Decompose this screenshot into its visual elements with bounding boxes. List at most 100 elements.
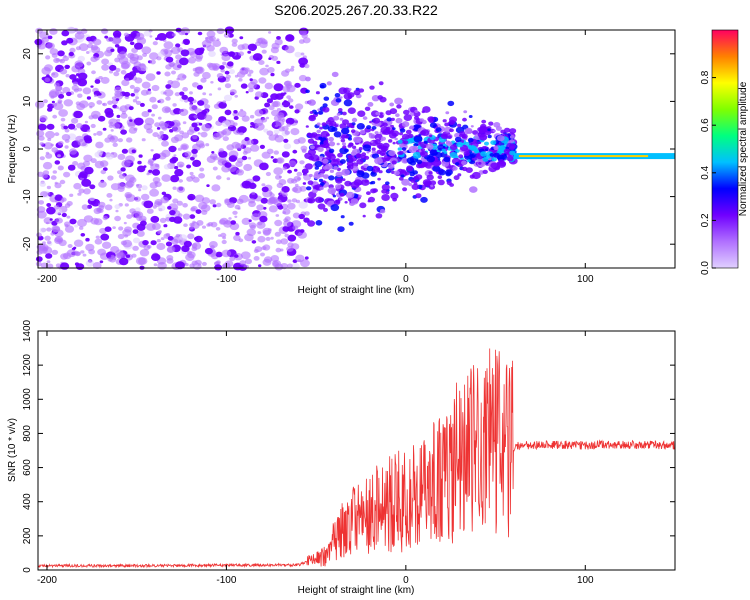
spectrogram-cell bbox=[462, 166, 468, 172]
spectrogram-cell bbox=[210, 221, 218, 228]
spectrogram-cell bbox=[257, 221, 263, 226]
spectrogram-cell bbox=[248, 69, 254, 74]
spectrogram-cell bbox=[493, 152, 500, 158]
spectrogram-cell bbox=[185, 32, 188, 36]
spectrogram-cell bbox=[52, 226, 61, 233]
spectrogram-cell bbox=[503, 148, 511, 154]
spectrogram-cell bbox=[123, 32, 129, 37]
spectrogram-cell bbox=[46, 192, 51, 196]
spectrogram-cell bbox=[45, 130, 55, 139]
spectrogram-cell bbox=[342, 178, 346, 182]
spectrogram-cell bbox=[292, 212, 301, 219]
spectrogram-cell bbox=[340, 135, 346, 139]
spectrogram-cell bbox=[437, 175, 443, 180]
spectrogram-cell bbox=[136, 230, 145, 237]
spectrogram-cell bbox=[132, 245, 139, 251]
spectrogram-cell bbox=[204, 114, 213, 122]
spectrogram-cell bbox=[39, 115, 48, 122]
spectrogram-cell bbox=[117, 252, 124, 258]
spectrogram-cell bbox=[201, 109, 208, 115]
spectrogram-cell bbox=[226, 177, 231, 181]
spectrogram-cell bbox=[112, 37, 122, 44]
spectrogram-cell bbox=[47, 35, 53, 40]
spectrogram-cell bbox=[129, 84, 135, 89]
spectrogram-cell bbox=[329, 169, 334, 173]
spectrogram-cell bbox=[382, 142, 390, 149]
spectrogram-cell bbox=[271, 109, 279, 117]
y-tick-label: 1200 bbox=[22, 354, 33, 377]
spectrogram-cell bbox=[191, 122, 198, 128]
spectrogram-cell bbox=[35, 256, 43, 262]
spectrogram-cell bbox=[370, 180, 376, 185]
spectrogram-cell bbox=[117, 138, 123, 143]
spectrogram-cell bbox=[295, 103, 304, 110]
spectrogram-cell bbox=[234, 215, 238, 218]
spectrogram-cell bbox=[77, 55, 86, 62]
spectrogram-cell bbox=[361, 152, 367, 157]
spectrogram-cell bbox=[133, 127, 138, 131]
spectrogram-cell bbox=[198, 143, 206, 149]
spectrogram-cell bbox=[174, 165, 179, 170]
spectrogram-cell bbox=[379, 114, 384, 119]
spectrogram-cell bbox=[318, 173, 325, 178]
spectrogram-cell bbox=[402, 187, 408, 192]
spectrogram-cell bbox=[97, 115, 106, 122]
spectrogram-cell bbox=[189, 222, 195, 227]
spectrogram-cell bbox=[366, 165, 374, 172]
spectrogram-cell bbox=[45, 253, 53, 259]
spectrogram-cell bbox=[51, 194, 56, 198]
spectrogram-cell bbox=[194, 66, 205, 75]
spectrogram-cell bbox=[161, 140, 169, 147]
spectrogram-cell bbox=[114, 86, 122, 93]
spectrogram-cell bbox=[465, 167, 473, 174]
spectrogram-cell bbox=[81, 204, 89, 210]
spectrogram-cell bbox=[134, 211, 144, 219]
spectrogram-cell bbox=[206, 30, 216, 38]
spectrogram-cells bbox=[34, 26, 675, 271]
spectrogram-cell bbox=[394, 97, 403, 105]
spectrogram-cell bbox=[402, 149, 407, 154]
spectrogram-cell bbox=[396, 104, 402, 109]
spectrogram-cell bbox=[369, 85, 375, 90]
spectrogram-cell bbox=[458, 154, 464, 159]
colorbar-label: Normalized spectral amplitude bbox=[738, 81, 749, 216]
spectrogram-cell bbox=[374, 131, 379, 135]
spectrogram-cell bbox=[99, 260, 104, 264]
spectrogram-cell bbox=[73, 182, 82, 190]
spectrogram-cell bbox=[120, 167, 126, 172]
spectrogram-cell bbox=[175, 233, 181, 238]
spectrogram-cell bbox=[359, 202, 367, 209]
spectrogram-cell bbox=[342, 145, 347, 149]
spectrogram-cell bbox=[119, 257, 129, 266]
spectrogram-cell bbox=[344, 148, 349, 153]
spectrogram-cell bbox=[338, 87, 348, 95]
spectrogram-x-ticks: -200 -100 0 100 bbox=[37, 30, 594, 285]
spectrogram-cell bbox=[94, 160, 105, 169]
spectrogram-cell bbox=[134, 77, 143, 84]
spectrogram-cell bbox=[81, 178, 92, 187]
spectrogram-cell bbox=[397, 147, 402, 151]
spectrogram-cell bbox=[390, 117, 395, 121]
spectrogram-cell bbox=[158, 51, 166, 57]
spectrogram-cell bbox=[36, 106, 41, 110]
spectrogram-cell bbox=[201, 210, 208, 215]
spectrogram-cell bbox=[291, 187, 298, 193]
spectrogram-cell bbox=[289, 105, 294, 109]
spectrogram-cell bbox=[38, 123, 47, 131]
colorbar-ticks: 0.0 0.2 0.4 0.6 0.8 bbox=[700, 70, 716, 275]
spectrogram-cell bbox=[287, 234, 297, 242]
spectrogram-cell bbox=[248, 197, 256, 204]
spectrogram-cell bbox=[305, 76, 311, 82]
spectrogram-cell bbox=[286, 95, 291, 100]
spectrogram-cell bbox=[98, 180, 107, 188]
spectrogram-cell bbox=[318, 136, 323, 140]
spectrogram-cell bbox=[509, 139, 515, 143]
spectrogram-cell bbox=[318, 110, 324, 115]
spectrogram-cell bbox=[96, 130, 103, 136]
spectrogram-cell bbox=[233, 116, 239, 120]
spectrogram-cell bbox=[118, 173, 126, 179]
spectrogram-cell bbox=[298, 57, 308, 66]
spectrogram-cell bbox=[166, 254, 174, 261]
spectrogram-cell bbox=[447, 135, 452, 139]
